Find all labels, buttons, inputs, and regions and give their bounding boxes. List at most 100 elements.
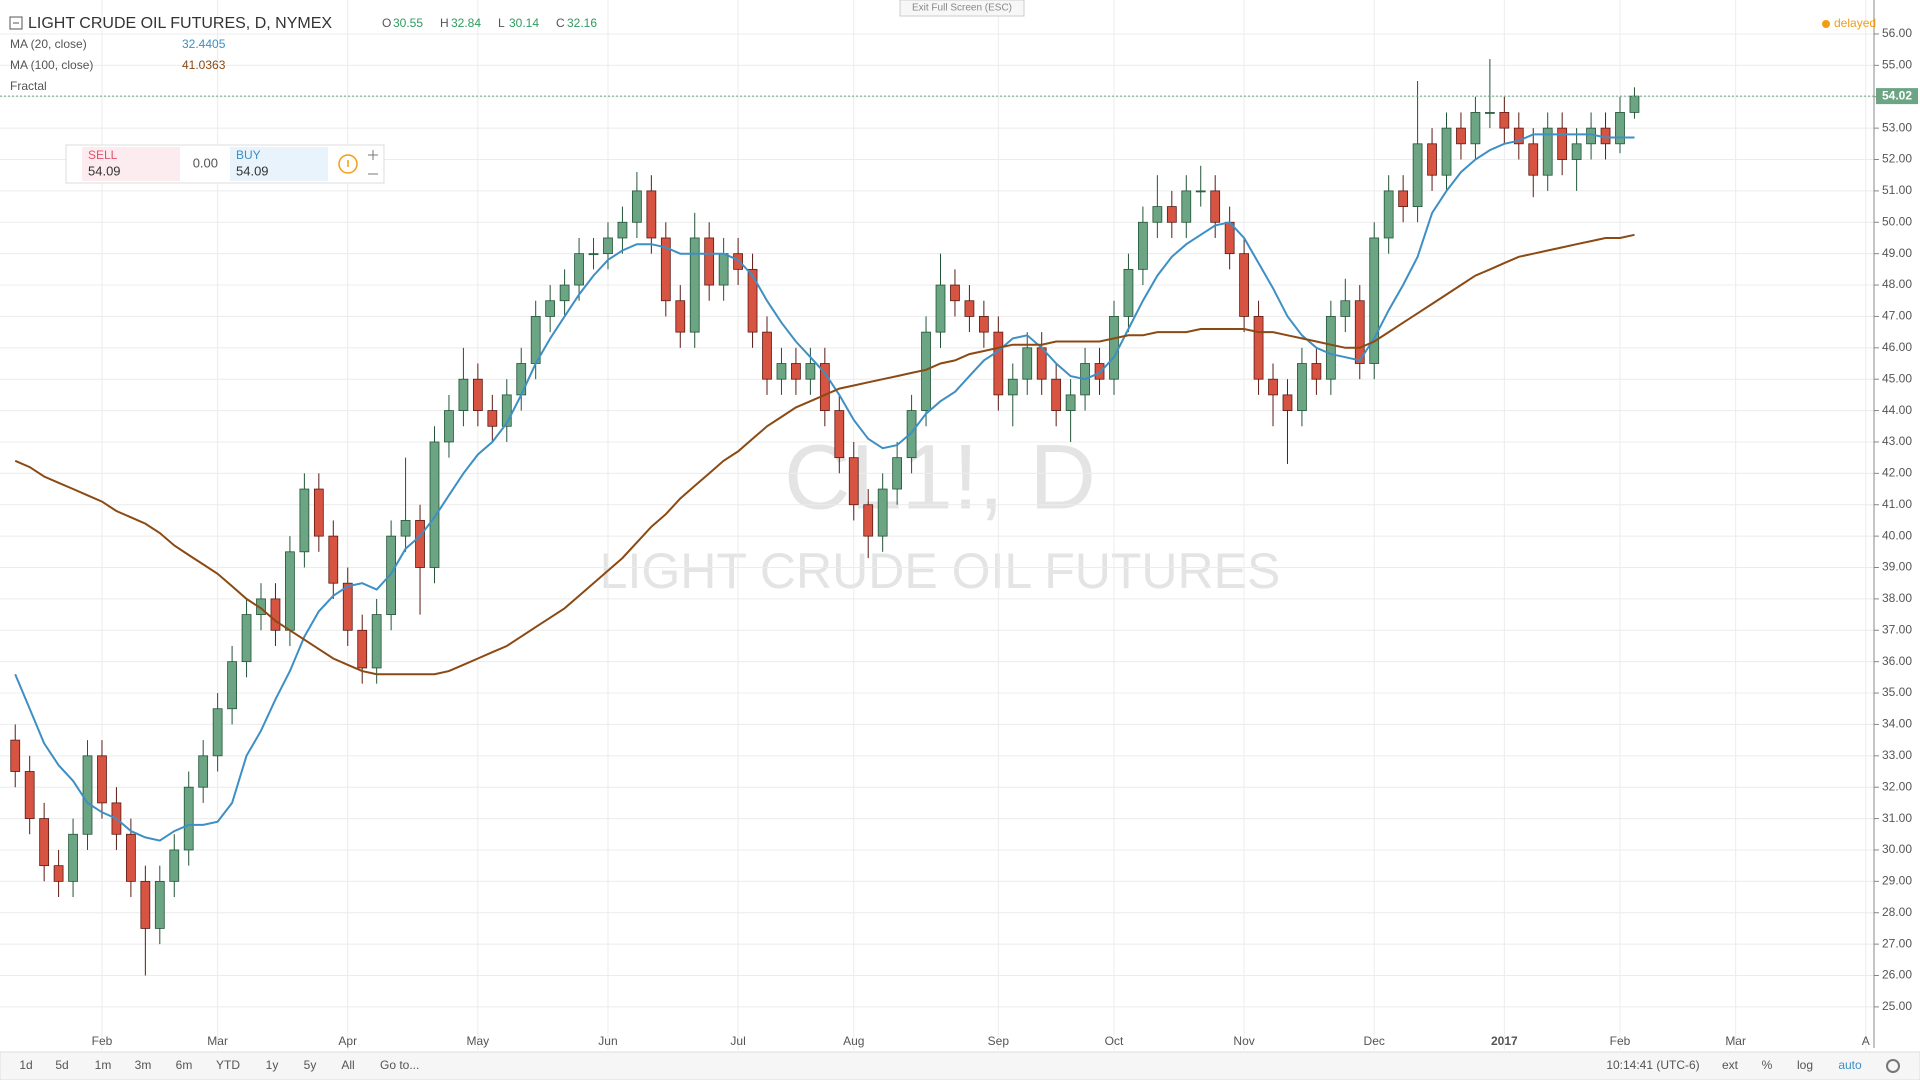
y-tick-label: 49.00 — [1882, 246, 1912, 260]
candle-body — [241, 614, 252, 663]
ohlc-value: 30.55 — [393, 16, 423, 30]
ma-line — [14, 133, 1635, 842]
x-tick-label: Aug — [843, 1034, 864, 1048]
range-button[interactable]: YTD — [216, 1058, 240, 1072]
candle-body — [1065, 394, 1076, 411]
bottom-toolbar — [0, 1051, 1920, 1080]
candle-body — [603, 237, 613, 255]
candle-body — [1441, 127, 1452, 176]
candle-body — [1340, 300, 1351, 317]
range-button[interactable]: 6m — [176, 1058, 193, 1072]
range-button[interactable]: 5y — [304, 1058, 317, 1072]
range-button[interactable]: 1m — [95, 1058, 112, 1072]
y-tick-label: 47.00 — [1882, 309, 1912, 323]
sell-price: 54.09 — [88, 163, 121, 178]
clock: 10:14:41 (UTC-6) — [1606, 1058, 1699, 1072]
scale-option[interactable]: auto — [1838, 1058, 1862, 1072]
candle-body — [1152, 206, 1163, 223]
candle-body — [1470, 112, 1481, 145]
candle-body — [285, 551, 295, 631]
candle-body — [82, 755, 93, 835]
last-price-tag — [1876, 88, 1918, 105]
y-tick-label: 34.00 — [1882, 717, 1912, 731]
candle-body — [1456, 127, 1466, 145]
buy-label: BUY — [236, 148, 261, 162]
candle-body — [429, 441, 440, 568]
sell-button[interactable] — [82, 147, 180, 181]
ma20-label: MA (20, close) — [10, 37, 87, 51]
scale-option[interactable]: % — [1762, 1058, 1773, 1072]
y-tick-label: 28.00 — [1882, 905, 1912, 919]
range-button[interactable]: 5d — [55, 1058, 68, 1072]
ohlc-value: 32.84 — [451, 16, 481, 30]
settings-button[interactable] — [1886, 1059, 1900, 1073]
candle-body — [97, 755, 107, 804]
candle-body — [1311, 363, 1322, 380]
legend: LIGHT CRUDE OIL FUTURES, D, NYMEX O 30.55… — [9, 15, 597, 93]
range-button[interactable]: 1d — [19, 1058, 32, 1072]
candle-body — [588, 253, 599, 256]
candle-body — [198, 755, 209, 788]
candle-body — [24, 771, 35, 819]
candle-body — [313, 488, 324, 537]
exit-fullscreen-button[interactable] — [899, 0, 1025, 17]
y-tick-label: 33.00 — [1882, 748, 1912, 762]
candle-body — [805, 363, 816, 380]
candle-body — [1412, 143, 1423, 207]
candle-body — [371, 614, 382, 669]
ma100-value: 41.0363 — [182, 58, 226, 72]
scale-option[interactable]: ext — [1722, 1058, 1739, 1072]
y-tick-label: 25.00 — [1882, 999, 1912, 1013]
y-tick-label: 37.00 — [1882, 622, 1912, 636]
candle-body — [53, 865, 64, 882]
candle-body — [1007, 378, 1018, 396]
y-tick-label: 38.00 — [1882, 591, 1912, 605]
candle-body — [1325, 316, 1336, 380]
y-tick-label: 50.00 — [1882, 214, 1912, 228]
buy-button[interactable] — [230, 147, 328, 181]
info-icon[interactable] — [338, 154, 358, 174]
candle-body — [834, 410, 845, 459]
candle-body — [1210, 190, 1221, 223]
candle-body — [1181, 190, 1192, 223]
range-button[interactable]: 3m — [135, 1058, 152, 1072]
candle-body — [545, 300, 556, 317]
candle-body — [1499, 112, 1510, 129]
range-button[interactable]: 1y — [266, 1058, 279, 1072]
candle-body — [487, 410, 498, 427]
y-tick-label: 51.00 — [1882, 183, 1912, 197]
candle-body — [1123, 268, 1134, 317]
y-tick-label: 30.00 — [1882, 842, 1912, 856]
candle-body — [877, 488, 888, 537]
candle-body — [1297, 363, 1307, 411]
candle-body — [212, 708, 223, 757]
candle-body — [415, 520, 425, 568]
candle-body — [993, 331, 1004, 396]
x-tick-label: Feb — [92, 1034, 113, 1048]
x-tick-label: Jun — [598, 1034, 617, 1048]
y-tick-label: 42.00 — [1882, 466, 1912, 480]
candle-body — [1528, 143, 1539, 176]
scale-option[interactable]: log — [1797, 1058, 1813, 1072]
range-button[interactable]: All — [341, 1058, 354, 1072]
y-tick-label: 46.00 — [1882, 340, 1912, 354]
candle-body — [501, 394, 512, 427]
candle-body — [1571, 143, 1582, 160]
spread: 0.00 — [193, 155, 218, 170]
status-dot — [1822, 20, 1830, 28]
candle-body — [1239, 253, 1249, 317]
y-tick-label: 53.00 — [1882, 120, 1912, 134]
status-label: delayed — [1834, 16, 1876, 30]
collapse-icon[interactable] — [9, 16, 23, 30]
y-tick-label: 55.00 — [1882, 58, 1912, 72]
axes: 25.00 26.00 27.00 28.00 29.00 30.00 31.00 32.00… — [92, 26, 1918, 1048]
x-tick-label: Nov — [1233, 1034, 1254, 1048]
candle-body — [270, 598, 281, 631]
candle-body — [1615, 112, 1625, 145]
goto-button[interactable]: Go to... — [380, 1058, 419, 1072]
symbol-title: LIGHT CRUDE OIL FUTURES, D, NYMEX — [28, 15, 332, 32]
x-tick-label: Oct — [1105, 1034, 1124, 1048]
candle-body — [1354, 300, 1365, 364]
candle-body — [10, 739, 21, 772]
